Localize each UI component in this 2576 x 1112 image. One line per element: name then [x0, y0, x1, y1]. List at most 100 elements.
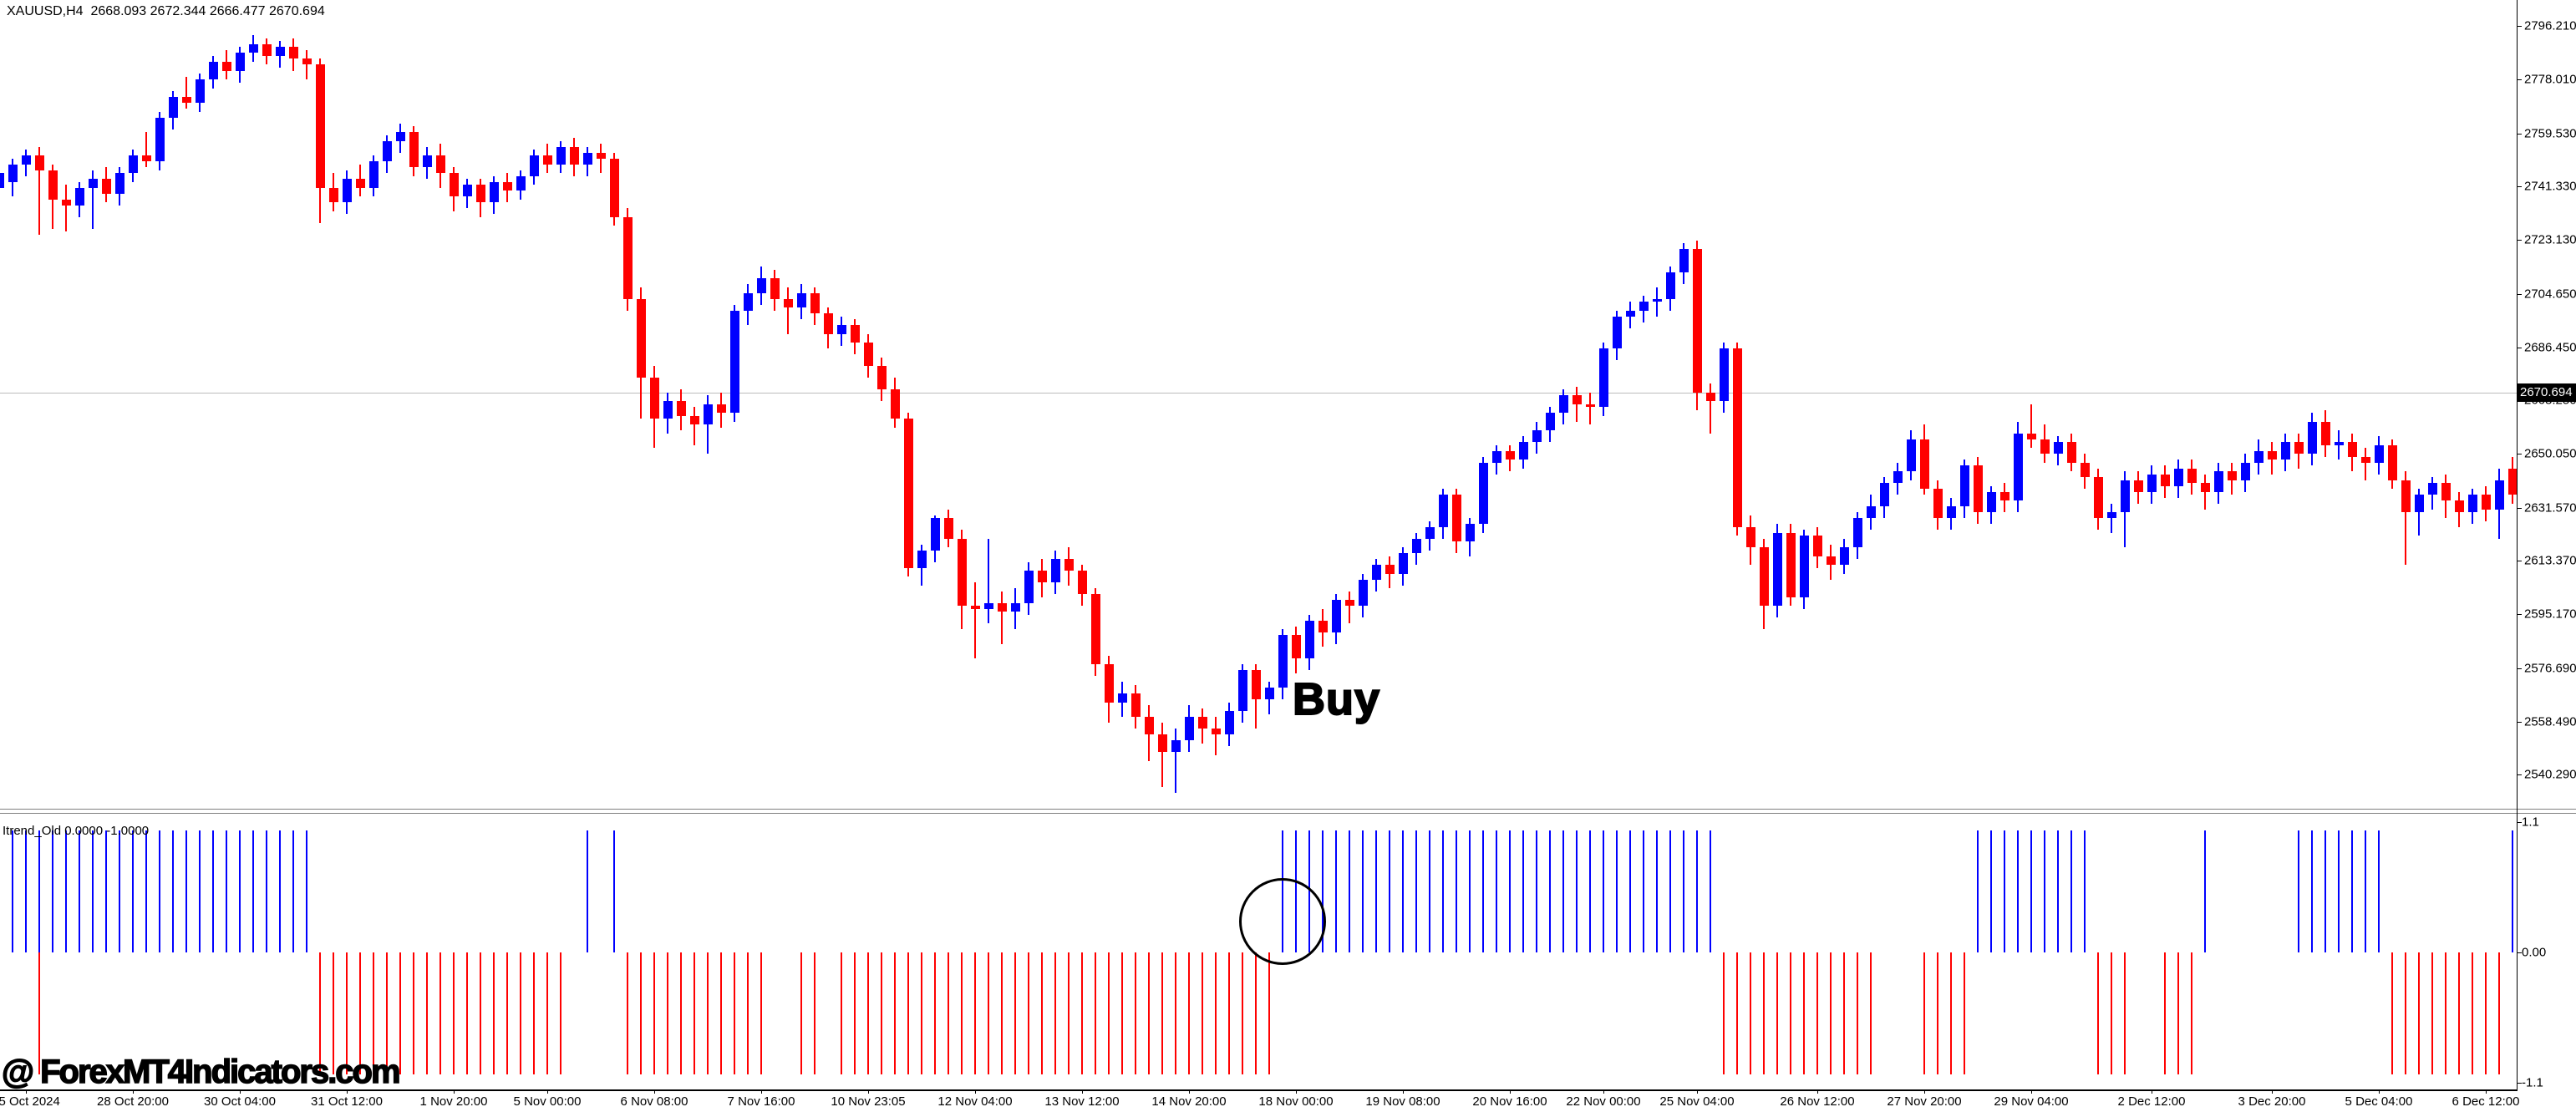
candle-wick — [1656, 287, 1658, 317]
indicator-up-bar — [2057, 830, 2059, 952]
candle-bearish — [2388, 444, 2397, 480]
candle-bullish — [343, 179, 352, 202]
price-axis-tick — [2517, 26, 2522, 27]
price-axis-label: 2704.650 — [2524, 287, 2576, 301]
candle-bullish — [1546, 413, 1555, 430]
indicator-up-bar — [1656, 830, 1658, 952]
candle-bearish — [1091, 594, 1100, 664]
indicator-down-bar — [2418, 952, 2420, 1074]
candle-bullish — [1626, 310, 1635, 317]
indicator-up-bar — [1362, 830, 1364, 952]
indicator-up-bar — [52, 830, 53, 952]
candle-bullish — [797, 292, 806, 307]
candle-bearish — [610, 158, 619, 217]
indicator-down-bar — [1081, 952, 1083, 1074]
panel-separator-bottom[interactable] — [0, 813, 2576, 814]
candle-bullish — [1559, 395, 1568, 413]
panel-separator-top[interactable] — [0, 809, 2576, 810]
indicator-down-bar — [841, 952, 842, 1074]
candle-bearish — [1586, 404, 1595, 407]
time-axis-tick — [1510, 1089, 1511, 1094]
candle-bearish — [1318, 620, 1328, 632]
time-axis-label: 22 Nov 00:00 — [1566, 1094, 1641, 1109]
price-axis-tick — [2517, 79, 2522, 80]
indicator-up-bar — [1335, 830, 1337, 952]
time-axis-tick — [2031, 1089, 2032, 1094]
time-axis-tick — [26, 1089, 27, 1094]
indicator-down-bar — [359, 952, 361, 1074]
time-axis-label: 3 Dec 20:00 — [2238, 1094, 2306, 1109]
indicator-up-bar — [185, 830, 187, 952]
candle-bearish — [503, 181, 512, 190]
indicator-up-bar — [1990, 830, 1992, 952]
indicator-axis-tick — [2517, 1083, 2522, 1084]
candle-bearish — [944, 518, 953, 539]
price-axis-label: 2796.210 — [2524, 18, 2576, 33]
candle-bullish — [1720, 348, 1729, 401]
price-axis-label: 2576.690 — [2524, 661, 2576, 675]
indicator-down-bar — [1776, 952, 1778, 1074]
time-axis-label: 26 Nov 12:00 — [1780, 1094, 1855, 1109]
candle-bearish — [998, 602, 1007, 612]
time-axis-label: 28 Oct 20:00 — [97, 1094, 169, 1109]
candle-bearish — [35, 155, 44, 170]
candle-bearish — [2361, 456, 2370, 463]
candle-bullish — [1278, 635, 1288, 688]
indicator-up-bar — [1429, 830, 1430, 952]
time-axis-tick — [2486, 1089, 2487, 1094]
candle-bullish — [2415, 495, 2424, 512]
candle-bearish — [877, 366, 887, 389]
indicator-up-bar — [2004, 830, 2005, 952]
time-axis-label: 31 Oct 12:00 — [311, 1094, 383, 1109]
indicator-axis-tick — [2517, 952, 2522, 953]
indicator-down-bar — [2191, 952, 2192, 1074]
candle-bullish — [1479, 462, 1488, 524]
candle-bearish — [1145, 717, 1154, 734]
candle-bullish — [2107, 512, 2116, 518]
indicator-down-bar — [2458, 952, 2460, 1074]
candle-bullish — [249, 43, 258, 53]
candle-wick — [1215, 717, 1217, 755]
candle-bearish — [1292, 635, 1301, 658]
candle-bullish — [1639, 302, 1649, 311]
time-axis-label: 14 Nov 20:00 — [1151, 1094, 1227, 1109]
indicator-up-bar — [1349, 830, 1350, 952]
candle-wick — [2418, 489, 2420, 536]
time-axis-tick — [2272, 1089, 2273, 1094]
candle-bearish — [1573, 395, 1582, 404]
candle-bearish — [1158, 734, 1167, 752]
candle-bullish — [744, 292, 753, 311]
candle-bullish — [2428, 483, 2437, 495]
indicator-down-bar — [386, 952, 388, 1074]
candle-bearish — [102, 179, 111, 194]
indicator-down-bar — [373, 952, 374, 1074]
candle-bullish — [516, 175, 526, 190]
candle-bullish — [2308, 421, 2317, 454]
candle-bearish — [1345, 600, 1354, 606]
indicator-down-bar — [720, 952, 722, 1074]
time-axis-label: 27 Nov 20:00 — [1887, 1094, 1962, 1109]
candle-bullish — [1439, 495, 1448, 527]
candle-bearish — [1813, 536, 1822, 556]
indicator-up-bar — [2365, 830, 2366, 952]
candle-bearish — [690, 415, 699, 424]
candle-wick — [707, 395, 709, 454]
candle-bearish — [2067, 442, 2076, 463]
time-axis-label: 30 Oct 04:00 — [204, 1094, 276, 1109]
candle-bullish — [369, 161, 379, 188]
candle-bullish — [1305, 620, 1314, 658]
indicator-down-bar — [493, 952, 495, 1074]
indicator-down-bar — [1816, 952, 1818, 1074]
candle-bullish — [663, 401, 673, 419]
indicator-up-bar — [2084, 830, 2086, 952]
candle-wick — [1576, 386, 1578, 422]
indicator-up-bar — [1549, 830, 1551, 952]
indicator-down-bar — [1215, 952, 1217, 1074]
indicator-up-bar — [1710, 830, 1711, 952]
indicator-down-bar — [439, 952, 441, 1074]
indicator-up-bar — [1415, 830, 1417, 952]
candle-wick — [1175, 729, 1176, 793]
candle-bullish — [2254, 450, 2264, 463]
candle-bearish — [864, 343, 873, 366]
